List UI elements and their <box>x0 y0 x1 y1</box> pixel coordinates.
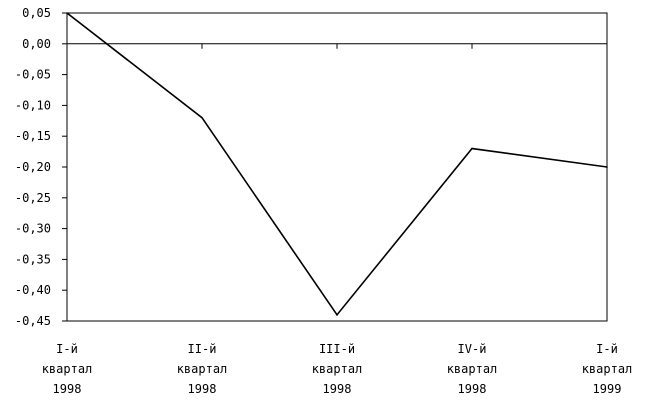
x-tick-label: квартал <box>177 362 228 376</box>
y-tick-label: 0,05 <box>22 6 51 20</box>
y-tick-label: 0,00 <box>22 37 51 51</box>
x-tick-label: I-й <box>56 342 78 356</box>
x-tick-label: квартал <box>447 362 498 376</box>
data-point <box>471 147 473 150</box>
y-tick-label: -0,35 <box>15 252 51 266</box>
data-point <box>201 116 203 119</box>
plot-frame <box>66 12 608 322</box>
y-tick-label: -0,25 <box>15 191 51 205</box>
x-axis-ticks <box>201 43 473 49</box>
series-line <box>66 12 608 317</box>
data-point <box>336 314 338 316</box>
y-tick-label: -0,40 <box>15 283 51 297</box>
y-axis-ticks <box>62 12 67 322</box>
y-tick-label: -0,15 <box>15 129 51 143</box>
x-tick-label: III-й <box>319 342 355 356</box>
x-tick-label: II-й <box>188 342 217 356</box>
x-tick-label: I-й <box>596 342 618 356</box>
x-tick-label: 1998 <box>188 382 217 396</box>
x-tick-label: квартал <box>42 362 93 376</box>
data-point <box>66 12 68 14</box>
x-tick-label: 1999 <box>593 382 622 396</box>
x-tick-label: квартал <box>582 362 633 376</box>
x-tick-label: квартал <box>312 362 363 376</box>
plot-area: 0,05 0,00 -0,05 -0,10 -0,15 -0,20 -0,25 -0,30 -0… <box>15 6 632 396</box>
x-tick-label: 1998 <box>53 382 82 396</box>
y-tick-label: -0,45 <box>15 314 51 328</box>
x-tick-label: 1998 <box>323 382 352 396</box>
x-tick-label: 1998 <box>458 382 487 396</box>
y-tick-label: -0,30 <box>15 222 51 236</box>
y-tick-label: -0,05 <box>15 68 51 82</box>
data-point <box>606 166 608 168</box>
x-tick-label: IV-й <box>458 342 487 356</box>
x-axis-tick-labels: I-й квартал 1998 II-й квартал 1998 III-й кварта… <box>42 342 633 396</box>
y-tick-label: -0,10 <box>15 98 51 112</box>
y-axis-tick-labels: 0,05 0,00 -0,05 -0,10 -0,15 -0,20 -0,25 -0,30 -0… <box>15 6 51 328</box>
series-group <box>66 12 608 317</box>
y-tick-label: -0,20 <box>15 160 51 174</box>
